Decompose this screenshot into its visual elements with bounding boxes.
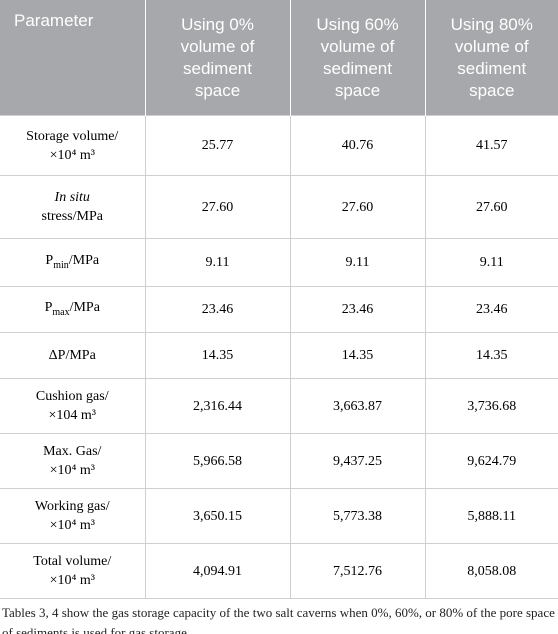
cell: 14.35 [144,332,291,379]
label-part: /MPa [69,299,100,315]
cell: 23.46 [289,286,426,333]
header-cell: Using 80% volume of sediment space [424,0,558,116]
label-part: ×10⁴ m³ [49,147,95,163]
label-part: P [45,252,54,268]
row: Working gas/ ×10⁴ m³ 3,650.15 5,773.38 5,88… [0,488,558,544]
label-part: Total volume/ [33,554,112,569]
label-part: In situ [54,190,90,205]
cell: 14.35 [424,332,558,379]
cell: 5,773.38 [289,488,426,544]
cell: 27.60 [144,175,291,239]
label-part: P [44,299,53,315]
header-cell: Using 0% volume of sediment space [144,0,290,116]
label-part: ×10⁴ m³ [49,518,95,533]
cell: 2,316.44 [144,378,291,434]
cell: 27.60 [424,175,558,239]
data-table: Parameter Using 0% volume of sediment sp… [0,0,558,599]
label-part: Cushion gas/ [35,389,109,404]
cell: 41.57 [424,115,558,176]
cell: 25.77 [144,115,291,176]
cell: 9,437.25 [289,433,426,489]
header-cell: Parameter [0,0,145,116]
label-part: ΔP/MPa [48,348,96,363]
row-label: Pmax/MPa [0,286,146,333]
row: Pmax/MPa 23.46 23.46 23.46 [0,286,558,333]
label-part: Working gas/ [34,499,110,514]
cell: 23.46 [144,286,291,333]
row: Cushion gas/ ×104 m³ 2,316.44 3,663.87 3,73… [0,378,558,434]
cell: 9.11 [424,238,558,287]
label-part: ×10⁴ m³ [49,463,95,478]
row-label: Cushion gas/ ×104 m³ [0,378,146,434]
label-part: ×10⁴ m³ [49,573,95,588]
cell: 4,094.91 [144,543,291,599]
caption: Tables 3, 4 show the gas storage capacit… [2,605,555,634]
cell: 14.35 [289,332,426,379]
cell: 9.11 [289,238,426,287]
row-label: Storage volume/ ×10⁴ m³ [0,115,146,176]
cell: 27.60 [289,175,426,239]
label-part: Max. Gas/ [43,444,102,459]
row: In situ stress/MPa 27.60 27.60 27.60 [0,175,558,239]
cell: 9.11 [144,238,291,287]
cell: 9,624.79 [424,433,558,489]
cell: 40.76 [289,115,426,176]
row: Total volume/ ×10⁴ m³ 4,094.91 7,512.76 8,0… [0,543,558,599]
cell: 3,663.87 [289,378,426,434]
cell: 5,888.11 [424,488,558,544]
label-part: stress/MPa [41,209,103,224]
label-part: Storage volume/ [26,128,119,144]
row-label: In situ stress/MPa [0,175,146,239]
row-label: ΔP/MPa [0,332,146,379]
row-label: Total volume/ ×10⁴ m³ [0,543,146,599]
row: ΔP/MPa 14.35 14.35 14.35 [0,332,558,379]
label-part: ×104 m³ [48,408,96,423]
cell: 8,058.08 [424,543,558,599]
cell: 23.46 [424,286,558,333]
header-row: Parameter Using 0% volume of sediment sp… [0,0,558,116]
row: Storage volume/ ×10⁴ m³ 25.77 40.76 41.57 [0,115,558,176]
row: Max. Gas/ ×10⁴ m³ 5,966.58 9,437.25 9,624.7… [0,433,558,489]
cell: 3,736.68 [424,378,558,434]
label-part: /MPa [68,252,100,268]
cell: 3,650.15 [144,488,291,544]
row: Pmin/MPa 9.11 9.11 9.11 [0,238,558,287]
row-label: Pmin/MPa [0,238,146,287]
label-sub: min [53,259,69,271]
label-sub: max [52,306,70,318]
row-label: Working gas/ ×10⁴ m³ [0,488,146,544]
header-cell: Using 60% volume of sediment space [289,0,425,116]
cell: 7,512.76 [289,543,426,599]
row-label: Max. Gas/ ×10⁴ m³ [0,433,146,489]
cell: 5,966.58 [144,433,291,489]
